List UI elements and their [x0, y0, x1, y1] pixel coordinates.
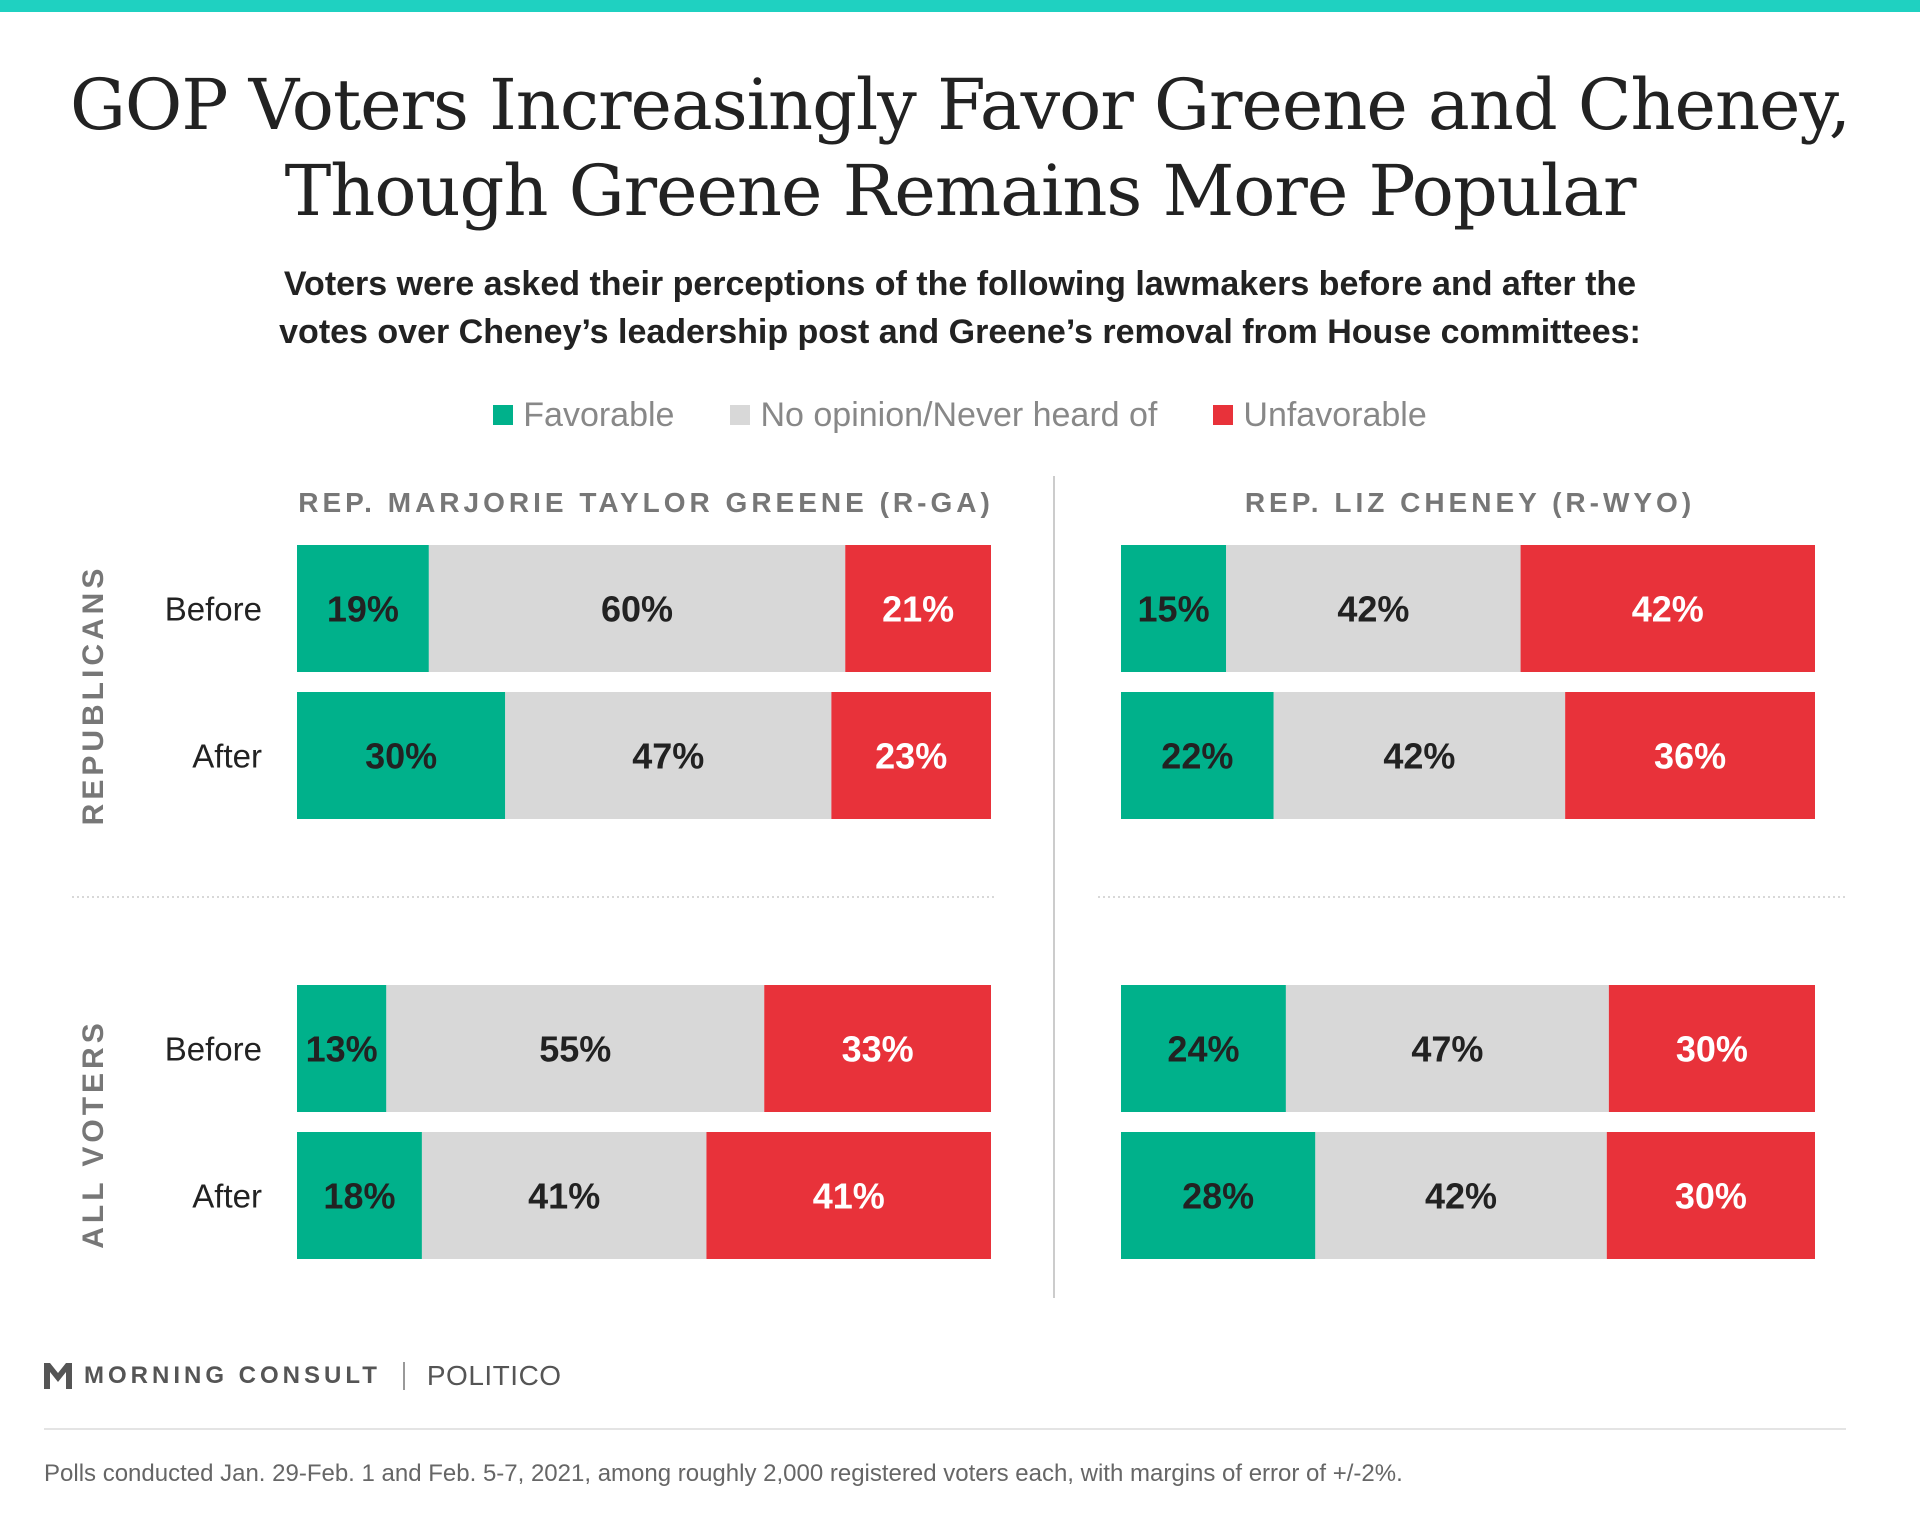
data-label-favorable-p2-g1-after: 22% [1161, 736, 1233, 777]
bar-favorable-p2-g2-after [1121, 1132, 1316, 1259]
title-line-1: GOP Voters Increasingly Favor Greene and… [70, 64, 1851, 146]
morning-consult-m-icon [44, 1363, 72, 1389]
bar-unfavorable-p1-g2-before [764, 985, 991, 1112]
data-label-no-opinion-p1-g1-before: 60% [601, 589, 673, 630]
chart-subtitle: Voters were asked their perceptions of t… [0, 260, 1920, 356]
footer-divider [44, 1428, 1846, 1430]
subtitle-line-2: votes over Cheney’s leadership post and … [279, 313, 1641, 351]
group-label-2: ALL VOTERS [77, 1019, 110, 1248]
bar-favorable-p1-g1-after [297, 692, 506, 819]
methodology-note: Polls conducted Jan. 29-Feb. 1 and Feb. … [44, 1460, 1403, 1487]
chart-title: GOP Voters Increasingly Favor Greene and… [0, 62, 1920, 234]
subtitle-line-1: Voters were asked their perceptions of t… [283, 265, 1637, 303]
row-label-before-2: Before [165, 1031, 262, 1068]
bar-unfavorable-p1-g1-after [831, 692, 991, 819]
bar-unfavorable-p2-g1-before [1520, 545, 1815, 672]
bar-no-opinion-p1-g2-before [386, 985, 765, 1112]
bar-no-opinion-p2-g1-after [1273, 692, 1566, 819]
data-label-no-opinion-p2-g1-after: 42% [1383, 736, 1455, 777]
data-label-no-opinion-p2-g2-before: 47% [1411, 1029, 1483, 1070]
data-label-unfavorable-p1-g2-before: 33% [842, 1029, 914, 1070]
data-label-unfavorable-p2-g2-before: 30% [1676, 1029, 1748, 1070]
row-label-after-2: After [192, 1178, 262, 1215]
bar-unfavorable-p2-g2-after [1606, 1132, 1815, 1259]
data-label-no-opinion-p2-g2-after: 42% [1425, 1176, 1497, 1217]
bar-unfavorable-p2-g2-before [1608, 985, 1815, 1112]
bar-unfavorable-p1-g1-before [845, 545, 991, 672]
data-label-no-opinion-p2-g1-before: 42% [1337, 589, 1409, 630]
data-label-favorable-p2-g2-before: 24% [1167, 1029, 1239, 1070]
bar-favorable-p2-g1-before [1121, 545, 1227, 672]
legend-label-unfavorable: Unfavorable [1243, 395, 1427, 434]
legend-label-favorable: Favorable [523, 395, 675, 434]
data-label-unfavorable-p1-g1-after: 23% [875, 736, 947, 777]
data-label-no-opinion-p1-g2-after: 41% [528, 1176, 600, 1217]
data-label-unfavorable-p1-g2-after: 41% [813, 1176, 885, 1217]
legend-item-unfavorable: Unfavorable [1213, 395, 1427, 435]
bar-favorable-p1-g2-before [297, 985, 387, 1112]
morning-consult-wordmark: MORNING CONSULT [84, 1362, 381, 1389]
legend-label-no-opinion: No opinion/Never heard of [760, 395, 1158, 434]
bar-no-opinion-p1-g1-before [428, 545, 846, 672]
bar-no-opinion-p2-g2-before [1285, 985, 1609, 1112]
bar-favorable-p1-g1-before [297, 545, 429, 672]
data-label-favorable-p2-g1-before: 15% [1138, 589, 1210, 630]
bar-favorable-p1-g2-after [297, 1132, 422, 1259]
legend-swatch-unfavorable [1213, 405, 1234, 425]
bar-favorable-p2-g1-after [1121, 692, 1274, 819]
data-label-unfavorable-p2-g1-after: 36% [1654, 736, 1726, 777]
legend-swatch-no-opinion [730, 405, 751, 425]
data-label-favorable-p2-g2-after: 28% [1182, 1176, 1254, 1217]
bar-favorable-p2-g2-before [1121, 985, 1286, 1112]
data-label-unfavorable-p2-g1-before: 42% [1632, 589, 1704, 630]
legend-item-no-opinion: No opinion/Never heard of [730, 396, 1157, 435]
data-label-unfavorable-p1-g1-before: 21% [882, 589, 954, 630]
data-label-no-opinion-p1-g2-before: 55% [539, 1029, 611, 1070]
bar-no-opinion-p1-g2-after [421, 1132, 707, 1259]
data-label-favorable-p1-g2-before: 13% [306, 1029, 378, 1070]
bar-no-opinion-p2-g1-before [1226, 545, 1521, 672]
row-label-before-1: Before [165, 591, 262, 628]
panel-title-2: REP. LIZ CHENEY (R-WYO) [1245, 487, 1695, 518]
bar-unfavorable-p1-g2-after [706, 1132, 991, 1259]
bar-unfavorable-p2-g1-after [1565, 692, 1815, 819]
politico-wordmark: POLITICO [426, 1360, 562, 1391]
bar-no-opinion-p1-g1-after [505, 692, 832, 819]
data-label-no-opinion-p1-g1-after: 47% [632, 736, 704, 777]
legend: Favorable No opinion/Never heard of Unfa… [0, 390, 1920, 440]
morning-consult-logo: MORNING CONSULT POLITICO [44, 1360, 562, 1392]
data-label-favorable-p1-g1-before: 19% [327, 589, 399, 630]
logo-divider [402, 1362, 405, 1390]
bar-no-opinion-p2-g2-after [1315, 1132, 1607, 1259]
data-label-unfavorable-p2-g2-after: 30% [1675, 1176, 1747, 1217]
data-label-favorable-p1-g2-after: 18% [323, 1176, 395, 1217]
group-label-1: REPUBLICANS [77, 565, 110, 826]
top-accent-bar [0, 0, 1920, 12]
row-label-after-1: After [192, 738, 262, 775]
title-line-2: Though Greene Remains More Popular [284, 150, 1637, 232]
panel-title-1: REP. MARJORIE TAYLOR GREENE (R-GA) [298, 487, 994, 518]
legend-swatch-favorable [493, 405, 514, 425]
legend-item-favorable: Favorable [493, 396, 674, 435]
data-label-favorable-p1-g1-after: 30% [365, 736, 437, 777]
